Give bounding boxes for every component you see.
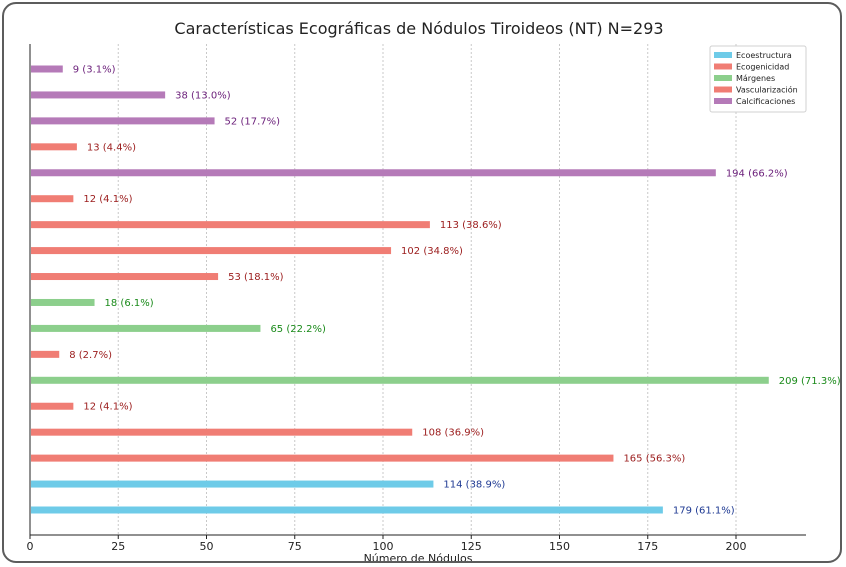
data-label: 12 (4.1%) <box>83 402 132 413</box>
data-label: 12 (4.1%) <box>83 194 132 205</box>
data-label: 13 (4.4%) <box>87 142 136 153</box>
x-tick-label: 75 <box>288 540 302 553</box>
x-tick-label: 100 <box>373 540 394 553</box>
x-tick-label: 150 <box>549 540 570 553</box>
bar <box>31 506 663 514</box>
chart-title: Características Ecográficas de Nódulos T… <box>174 19 663 38</box>
data-label: 8 (2.7%) <box>69 350 112 361</box>
bar <box>31 376 769 384</box>
legend-swatch <box>714 75 732 81</box>
bar-chart: Características Ecográficas de Nódulos T… <box>27 19 841 563</box>
data-label: 53 (18.1%) <box>228 272 284 283</box>
x-ticks: 0 25 50 75 100 125 150 175 200 <box>27 535 747 553</box>
bar <box>31 117 215 125</box>
data-label: 102 (34.8%) <box>401 246 463 257</box>
axes <box>29 44 806 536</box>
data-label: 179 (61.1%) <box>673 506 735 517</box>
legend-swatch <box>714 52 732 58</box>
x-axis-label: Número de Nódulos <box>364 552 473 563</box>
bar <box>31 195 74 203</box>
data-label: 18 (6.1%) <box>105 298 154 309</box>
x-tick-label: 25 <box>111 540 125 553</box>
bar <box>31 480 434 488</box>
gridlines <box>117 44 737 535</box>
bar <box>31 221 430 229</box>
legend-label: Márgenes <box>736 74 775 83</box>
legend-swatch <box>714 63 732 70</box>
data-label: 113 (38.6%) <box>440 220 502 231</box>
bar <box>31 298 95 306</box>
bar <box>31 402 74 410</box>
bar <box>31 91 166 99</box>
bar <box>31 273 219 281</box>
legend-box <box>709 45 807 113</box>
bar <box>31 169 716 177</box>
bar <box>31 247 392 255</box>
bar <box>31 454 614 462</box>
legend-label: Ecoestructura <box>736 51 792 60</box>
data-label: 38 (13.0%) <box>175 90 231 101</box>
data-label: 9 (3.1%) <box>73 65 116 76</box>
legend-label: Calcificaciones <box>736 97 795 106</box>
bar <box>31 143 77 151</box>
legend: Ecoestructura Ecogenicidad Márgenes Vascula… <box>709 45 807 113</box>
bar <box>31 324 261 332</box>
data-label: 52 (17.7%) <box>225 116 281 127</box>
bar <box>31 428 413 436</box>
data-label: 209 (71.3%) <box>779 376 841 387</box>
x-tick-label: 125 <box>461 540 482 553</box>
data-label: 108 (36.9%) <box>422 428 484 439</box>
legend-label: Vascularización <box>736 85 798 95</box>
legend-swatch <box>714 98 732 104</box>
legend-label: Ecogenicidad <box>736 63 789 72</box>
x-tick-label: 200 <box>726 540 747 553</box>
bar <box>31 350 60 358</box>
bars: 9 (3.1%) 38 (13.0%) 52 (17.7%) 13 (4.4%) 194… <box>31 65 841 517</box>
x-tick-label: 0 <box>27 540 34 553</box>
legend-swatch <box>714 86 732 93</box>
data-label: 194 (66.2%) <box>726 168 788 179</box>
data-label: 165 (56.3%) <box>623 454 685 465</box>
data-label: 65 (22.2%) <box>270 324 326 335</box>
bar <box>31 65 63 73</box>
x-tick-label: 50 <box>200 540 214 553</box>
x-tick-label: 175 <box>637 540 658 553</box>
data-label: 114 (38.9%) <box>443 480 505 491</box>
